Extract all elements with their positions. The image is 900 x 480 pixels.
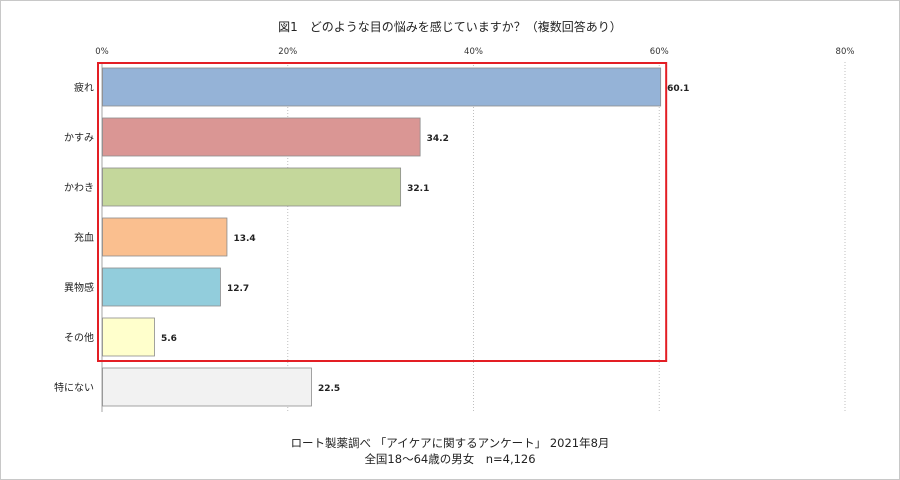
x-tick-label: 0%: [95, 47, 109, 57]
bar: [102, 117, 421, 157]
bar: [102, 317, 155, 357]
bar: [102, 367, 312, 407]
bar: [102, 267, 221, 307]
data-label: 60.1: [667, 84, 689, 94]
bar: [102, 167, 402, 207]
bar: [102, 67, 662, 107]
x-tick-label: 60%: [650, 47, 669, 57]
x-tick-label: 20%: [278, 47, 297, 57]
data-label: 34.2: [427, 134, 449, 144]
highlight-box: [97, 62, 668, 362]
category-label: 特にない: [54, 382, 94, 394]
data-label: 12.7: [227, 284, 249, 294]
category-label: その他: [64, 331, 94, 344]
chart-caption: ロート製薬調べ 「アイケアに関するアンケート」 2021年8月 全国18～64歳…: [0, 435, 900, 467]
x-tick-label: 40%: [464, 47, 483, 57]
category-label: かすみ: [64, 132, 94, 144]
category-label: 充血: [74, 231, 94, 244]
data-label: 13.4: [233, 234, 255, 244]
source-line: ロート製薬調べ 「アイケアに関するアンケート」 2021年8月: [290, 436, 610, 450]
category-label: 異物感: [64, 281, 94, 294]
data-label: 22.5: [318, 384, 340, 394]
x-tick-label: 80%: [836, 47, 855, 57]
sample-line: 全国18～64歳の男女 n=4,126: [364, 452, 536, 466]
category-label: 疲れ: [74, 81, 94, 94]
chart-title: 図1 どのような目の悩みを感じていますか？（複数回答あり）: [278, 20, 622, 34]
category-label: かわき: [64, 182, 94, 194]
data-label: 5.6: [161, 334, 177, 344]
data-label: 32.1: [407, 184, 429, 194]
bar: [102, 217, 228, 257]
